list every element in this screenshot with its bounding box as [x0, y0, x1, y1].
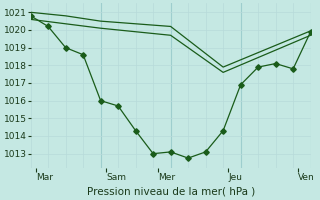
- X-axis label: Pression niveau de la mer( hPa ): Pression niveau de la mer( hPa ): [86, 187, 255, 197]
